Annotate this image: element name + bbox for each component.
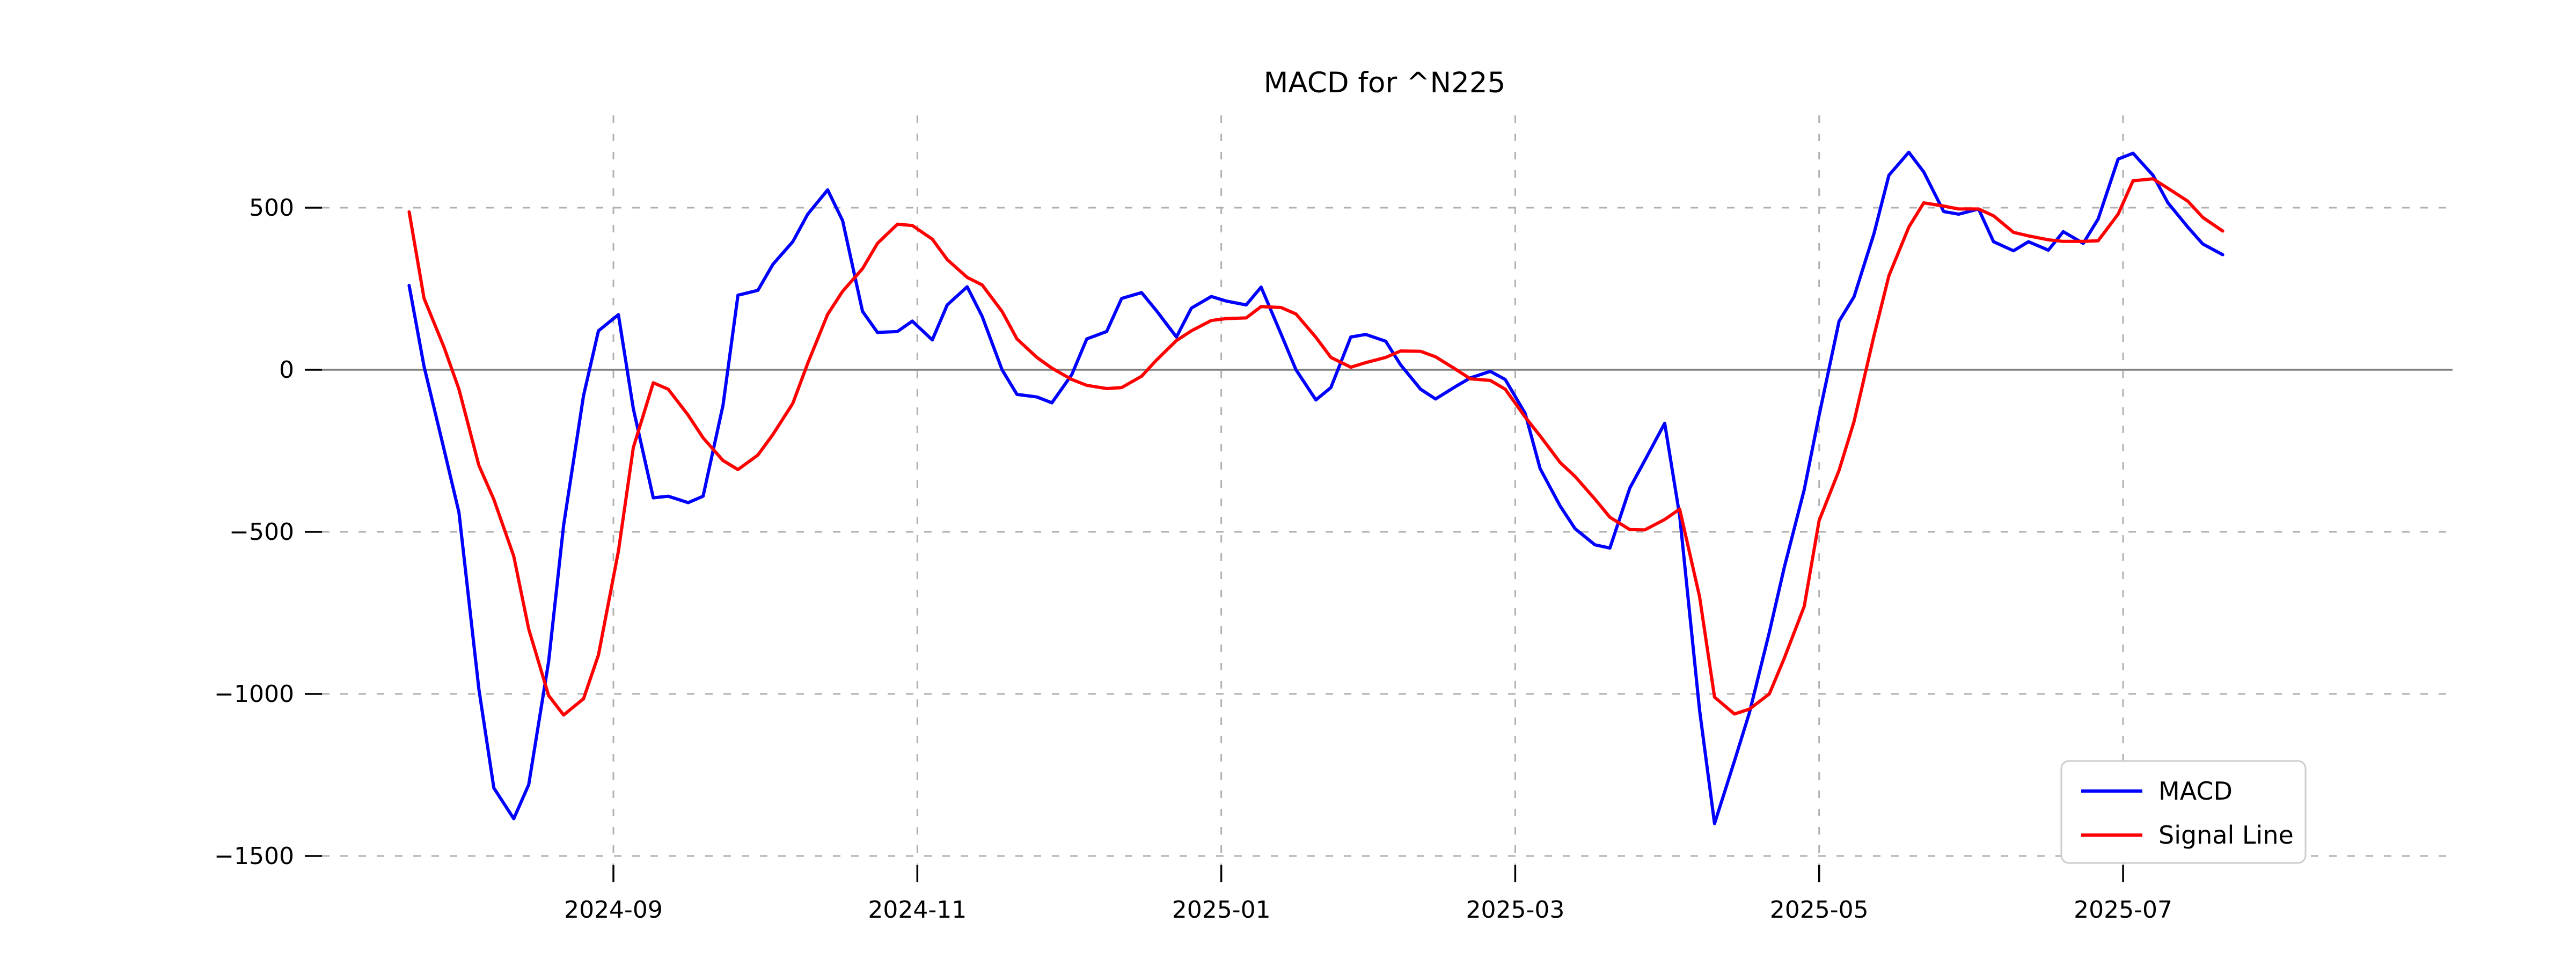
x-tick-label: 2025-07	[2074, 896, 2172, 924]
y-tick-label: −1000	[214, 680, 294, 708]
legend[interactable]: MACD Signal Line	[2060, 760, 2307, 864]
axis-ticks	[305, 207, 2124, 882]
series-lines	[407, 150, 2224, 825]
legend-box	[2060, 760, 2307, 864]
y-tick-label: 0	[279, 356, 294, 384]
x-tick-label: 2024-11	[868, 896, 967, 924]
y-tick-label: −1500	[214, 843, 294, 870]
x-tick-label: 2024-09	[564, 896, 663, 924]
legend-label-signal: Signal Line	[2158, 821, 2294, 850]
y-tick-labels: 500 0 −500 −1000 −1500	[214, 194, 294, 870]
vertical-gridlines	[612, 115, 2124, 865]
x-tick-label: 2025-01	[1172, 896, 1271, 924]
legend-label-macd: MACD	[2158, 777, 2233, 806]
chart-title: MACD for ^N225	[1264, 67, 1506, 99]
series-macd	[407, 150, 2224, 825]
x-tick-labels: 2024-09 2024-11 2025-01 2025-03 2025-05 2025-…	[564, 896, 2172, 924]
horizontal-gridlines	[322, 207, 2453, 857]
x-tick-label: 2025-05	[1770, 896, 1869, 924]
x-tick-label: 2025-03	[1466, 896, 1564, 924]
series-signal-line	[407, 177, 2224, 717]
y-tick-label: −500	[229, 518, 294, 546]
y-tick-label: 500	[249, 194, 294, 222]
